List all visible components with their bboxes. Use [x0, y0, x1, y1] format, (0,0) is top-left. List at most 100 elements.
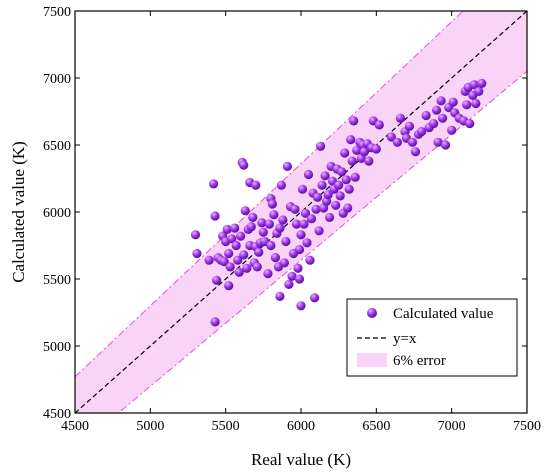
data-point [311, 204, 321, 214]
data-point [350, 172, 360, 182]
legend-label-band: 6% error [393, 353, 446, 369]
data-point [270, 253, 280, 263]
data-point [263, 269, 273, 279]
x-tick-label: 7500 [513, 419, 541, 434]
data-point [313, 192, 323, 202]
data-point [436, 96, 446, 106]
data-point [404, 121, 415, 131]
data-point [392, 137, 402, 147]
data-point [224, 281, 234, 291]
data-point [421, 110, 431, 121]
data-point [429, 119, 439, 129]
data-point [316, 141, 326, 151]
data-point [448, 97, 458, 107]
data-point [233, 255, 243, 265]
data-point [462, 100, 472, 110]
data-point [239, 250, 249, 260]
data-point [447, 125, 457, 135]
y-tick-label: 4500 [43, 407, 71, 422]
data-point [310, 293, 320, 303]
data-point [240, 206, 250, 216]
data-point [242, 263, 252, 273]
data-point [337, 167, 347, 177]
data-point [395, 113, 405, 123]
data-point [296, 301, 306, 311]
data-point [278, 215, 288, 225]
data-point [212, 275, 222, 285]
data-point [407, 137, 418, 147]
plot-area [75, 11, 527, 413]
axes: 4500 5000 5500 6000 6500 7000 7500 4500 5000 5500… [43, 5, 541, 434]
data-point [294, 244, 305, 255]
x-axis-title: Real value (K) [251, 450, 351, 469]
legend-label-points: Calculated value [393, 306, 494, 322]
plot-clip-group [75, 11, 527, 413]
data-point [343, 203, 353, 213]
data-point [334, 180, 344, 190]
data-point [254, 247, 264, 257]
y-tick-label: 6000 [43, 206, 71, 221]
x-tick-label: 5000 [136, 419, 164, 434]
data-point [340, 148, 350, 158]
x-tick-label: 5500 [212, 419, 240, 434]
data-point [190, 230, 201, 240]
data-point [210, 317, 220, 327]
data-point [303, 169, 314, 180]
data-point [224, 248, 234, 259]
data-point [352, 145, 362, 155]
data-point [347, 156, 357, 166]
data-point [349, 116, 359, 126]
data-point [279, 258, 289, 268]
error-band-lower-edge [117, 70, 527, 413]
data-point [410, 147, 421, 157]
y-tick-label: 5000 [43, 340, 71, 355]
data-point [248, 212, 258, 222]
data-point [222, 224, 232, 234]
error-band [75, 11, 527, 413]
legend: Calculated value y=x 6% error [346, 298, 518, 377]
data-point [299, 219, 309, 229]
data-point [287, 271, 297, 281]
data-point [269, 210, 279, 220]
data-point [344, 184, 354, 194]
data-point [335, 191, 345, 201]
data-point [267, 199, 277, 209]
data-point [275, 223, 285, 233]
data-point [438, 113, 448, 123]
data-point [236, 231, 246, 241]
data-point [465, 119, 475, 129]
data-point [225, 262, 235, 272]
data-point [234, 267, 244, 277]
data-point [359, 147, 369, 157]
data-point [474, 86, 484, 96]
data-point [204, 255, 214, 265]
legend-point-marker [367, 308, 377, 318]
x-tick-label: 7000 [438, 419, 466, 434]
data-point [341, 175, 351, 185]
error-band-upper-edge [75, 11, 464, 378]
data-point [276, 180, 286, 190]
data-point [294, 274, 305, 284]
data-point [282, 161, 292, 171]
y-tick-label: 6500 [43, 139, 71, 154]
data-point [305, 255, 315, 265]
data-point [227, 234, 237, 244]
data-point [302, 238, 312, 248]
data-point [290, 204, 300, 214]
data-point [346, 135, 356, 145]
data-point [300, 208, 311, 218]
legend-label-line: y=x [393, 331, 417, 347]
data-point [296, 230, 306, 240]
data-point [266, 240, 276, 251]
x-tick-label: 6000 [287, 419, 315, 434]
data-point [284, 279, 294, 289]
data-point [230, 223, 240, 233]
data-point [306, 214, 317, 224]
data-point [246, 222, 256, 232]
data-point [469, 80, 479, 90]
data-point [374, 120, 384, 130]
data-point [386, 132, 396, 142]
data-point [331, 200, 341, 210]
x-tick-label: 6500 [362, 419, 390, 434]
